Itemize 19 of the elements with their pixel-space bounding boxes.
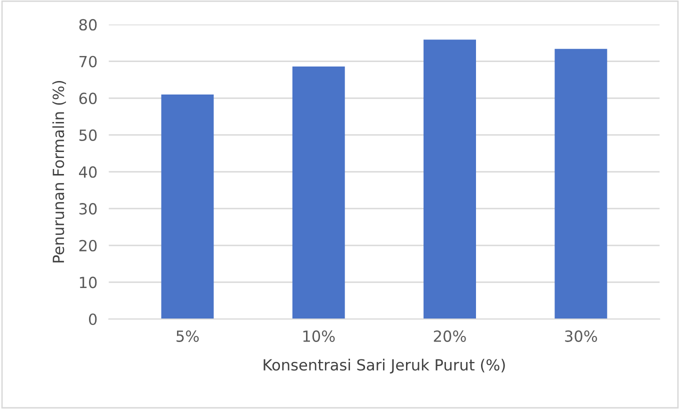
- bar: [554, 48, 608, 320]
- x-tick-label: 5%: [176, 330, 199, 342]
- bar: [161, 94, 214, 320]
- y-tick-label: 80: [79, 19, 97, 31]
- y-tick-label: 20: [79, 240, 97, 252]
- x-tick-label: 10%: [303, 330, 335, 342]
- x-axis-title: Konsentrasi Sari Jeruk Purut (%): [264, 358, 505, 374]
- bar: [292, 66, 345, 320]
- y-tick-label: 0: [88, 313, 97, 326]
- y-tick-label: 40: [78, 166, 97, 178]
- y-tick-label: 30: [79, 203, 97, 215]
- y-tick-label: 70: [80, 56, 97, 68]
- y-tick-label: 50: [79, 129, 97, 141]
- y-tick-label: 60: [79, 92, 97, 104]
- bar: [424, 40, 476, 320]
- x-tick-label: 20%: [434, 330, 466, 342]
- x-tick-label: 30%: [565, 330, 598, 342]
- y-tick-label: 10: [80, 276, 97, 288]
- y-axis-title: Penurunan Formalin (%): [52, 80, 66, 262]
